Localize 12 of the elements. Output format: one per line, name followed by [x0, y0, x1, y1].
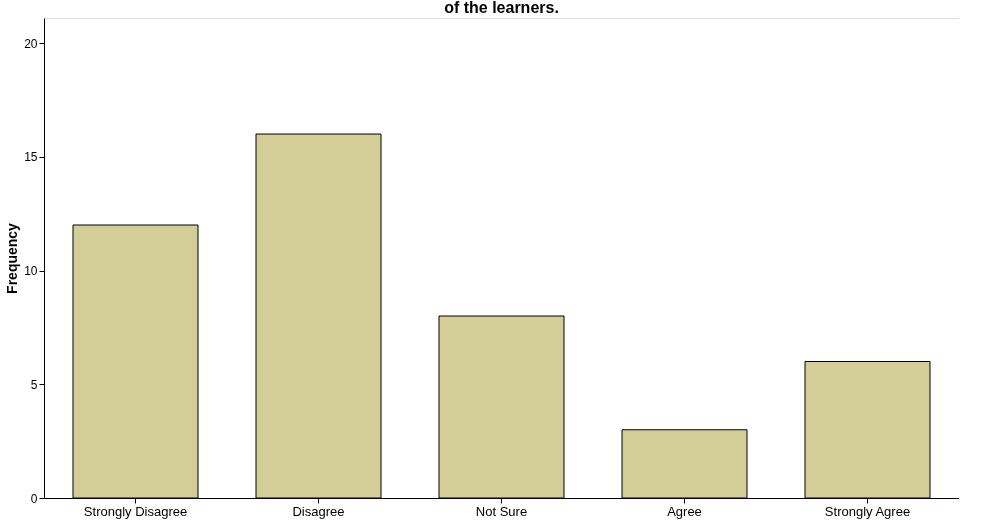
- y-tick-label: 0: [30, 491, 38, 506]
- x-tick-label: Disagree: [292, 503, 345, 519]
- x-tick-label: Not Sure: [475, 503, 528, 519]
- y-axis-title: Frequency: [4, 222, 21, 294]
- x-tick-label: Strongly Agree: [824, 503, 911, 519]
- x-tick-label: Agree: [667, 503, 702, 519]
- y-tick-label: 5: [30, 377, 38, 392]
- y-tick-label: 10: [24, 264, 38, 279]
- y-tick-label: 20: [24, 36, 38, 51]
- y-tick-label: 15: [24, 150, 38, 165]
- x-tick-label: Strongly Disagree: [83, 503, 188, 519]
- chart-title: of the learners.: [444, 0, 559, 16]
